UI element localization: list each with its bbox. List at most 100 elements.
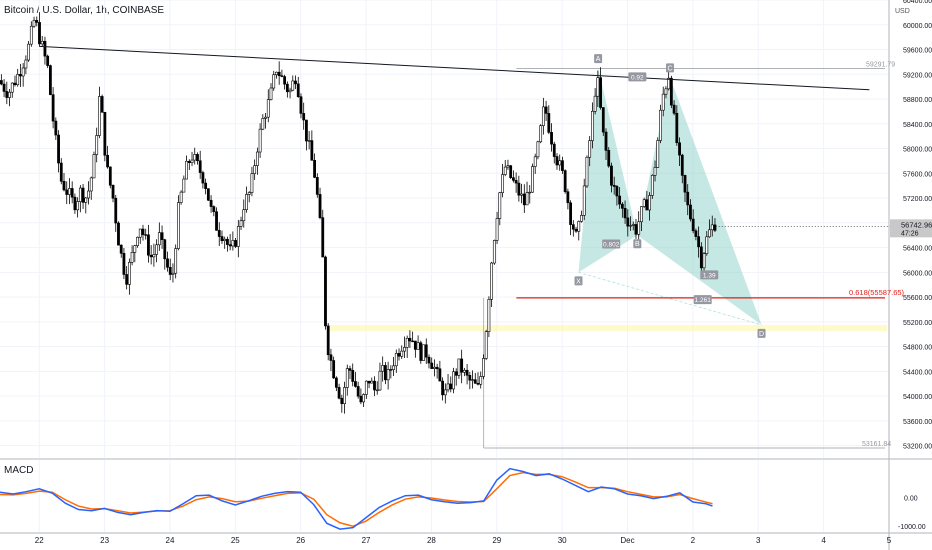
- time-tick-label: 24: [166, 536, 175, 545]
- candle-down: [198, 160, 202, 173]
- candle-up: [16, 74, 20, 86]
- price-tick-label: 53200.00: [903, 444, 932, 451]
- candle-down: [509, 165, 513, 178]
- candle-down: [610, 165, 613, 186]
- candle-down: [283, 76, 287, 85]
- candle-up: [95, 135, 99, 155]
- time-tick-label: 2: [691, 536, 696, 545]
- macd-line: [0, 467, 713, 530]
- candle-up: [650, 175, 654, 196]
- time-tick-label: 28: [427, 536, 436, 545]
- candle-up: [345, 368, 349, 388]
- candle-up: [362, 394, 366, 403]
- countdown-label: 47:26: [901, 230, 919, 237]
- candle-up: [155, 244, 159, 255]
- candle-up: [506, 165, 510, 168]
- candle-up: [710, 224, 714, 231]
- macd-indicator-label[interactable]: MACD: [4, 465, 34, 476]
- candle-down: [122, 253, 126, 275]
- candle-up: [381, 365, 385, 372]
- candle-up: [138, 228, 142, 238]
- price-tick-label: 58400.00: [903, 122, 932, 129]
- time-tick-label: Dec: [620, 536, 634, 545]
- candle-down: [699, 246, 703, 269]
- candle-up: [539, 125, 543, 143]
- candle-down: [438, 368, 442, 382]
- candle-down: [672, 104, 676, 114]
- candle-down: [19, 74, 22, 77]
- candle-down: [419, 342, 423, 361]
- candle-down: [226, 238, 229, 245]
- candle-up: [84, 197, 88, 203]
- candle-up: [130, 252, 134, 263]
- candle-up: [533, 156, 537, 167]
- low-reference-label: 53161.84: [862, 441, 891, 448]
- candle-down: [675, 112, 679, 144]
- candle-up: [78, 187, 82, 202]
- candle-up: [471, 379, 474, 381]
- candle-up: [531, 166, 534, 193]
- candle-up: [708, 229, 711, 238]
- candle-down: [187, 160, 191, 164]
- candle-down: [119, 244, 123, 254]
- candle-up: [157, 232, 161, 246]
- price-tick-label: 59200.00: [903, 72, 932, 79]
- candle-down: [73, 196, 77, 211]
- price-tick-label: 56000.00: [903, 270, 932, 277]
- candle-down: [354, 381, 357, 387]
- bcd-triangle: [637, 77, 762, 325]
- candle-up: [433, 366, 436, 369]
- candle-down: [454, 371, 458, 376]
- candle-up: [642, 199, 646, 207]
- candle-down: [147, 234, 150, 256]
- candle-up: [193, 154, 197, 161]
- candle-down: [81, 187, 85, 203]
- candle-down: [561, 160, 564, 171]
- candle-up: [364, 380, 368, 395]
- candle-down: [441, 380, 444, 396]
- candle-down: [430, 362, 434, 369]
- candle-up: [291, 80, 295, 91]
- candle-up: [528, 191, 532, 194]
- candle-up: [501, 174, 504, 194]
- candle-up: [32, 20, 36, 27]
- candle-up: [378, 370, 382, 391]
- candle-down: [166, 258, 169, 268]
- pattern-point-badge: [666, 63, 675, 73]
- candle-up: [664, 88, 668, 95]
- candle-up: [596, 77, 600, 97]
- candle-down: [125, 274, 129, 285]
- candle-down: [296, 83, 300, 97]
- xd-ratio-line: [578, 271, 762, 326]
- price-tick-label: 57200.00: [903, 196, 932, 203]
- candle-up: [541, 106, 545, 126]
- candle-down: [59, 162, 63, 182]
- candle-down: [522, 193, 526, 206]
- candle-down: [217, 230, 221, 237]
- candle-down: [476, 383, 480, 385]
- candle-down: [563, 170, 567, 193]
- time-tick-label: 26: [296, 536, 305, 545]
- candle-down: [626, 217, 630, 227]
- candle-down: [310, 140, 314, 161]
- candle-down: [315, 177, 319, 195]
- candle-down: [697, 236, 701, 248]
- candle-up: [127, 261, 131, 285]
- candle-up: [174, 248, 178, 274]
- fib-level-label: 0.618(55587.65): [849, 288, 905, 297]
- price-tick-label: 57600.00: [903, 171, 932, 178]
- candle-up: [87, 190, 90, 199]
- candle-up: [370, 380, 374, 384]
- candle-down: [163, 239, 167, 260]
- pattern-point-c: C: [667, 65, 672, 72]
- time-tick-label: 4: [821, 536, 826, 545]
- candle-up: [29, 25, 33, 45]
- candle-up: [648, 195, 651, 211]
- pattern-ratio-badge: [602, 239, 621, 249]
- pattern-point-badge: [633, 239, 642, 249]
- candle-up: [171, 272, 175, 275]
- candle-down: [367, 380, 371, 384]
- pattern-ratio: 0.802: [603, 241, 620, 248]
- candle-down: [103, 111, 107, 156]
